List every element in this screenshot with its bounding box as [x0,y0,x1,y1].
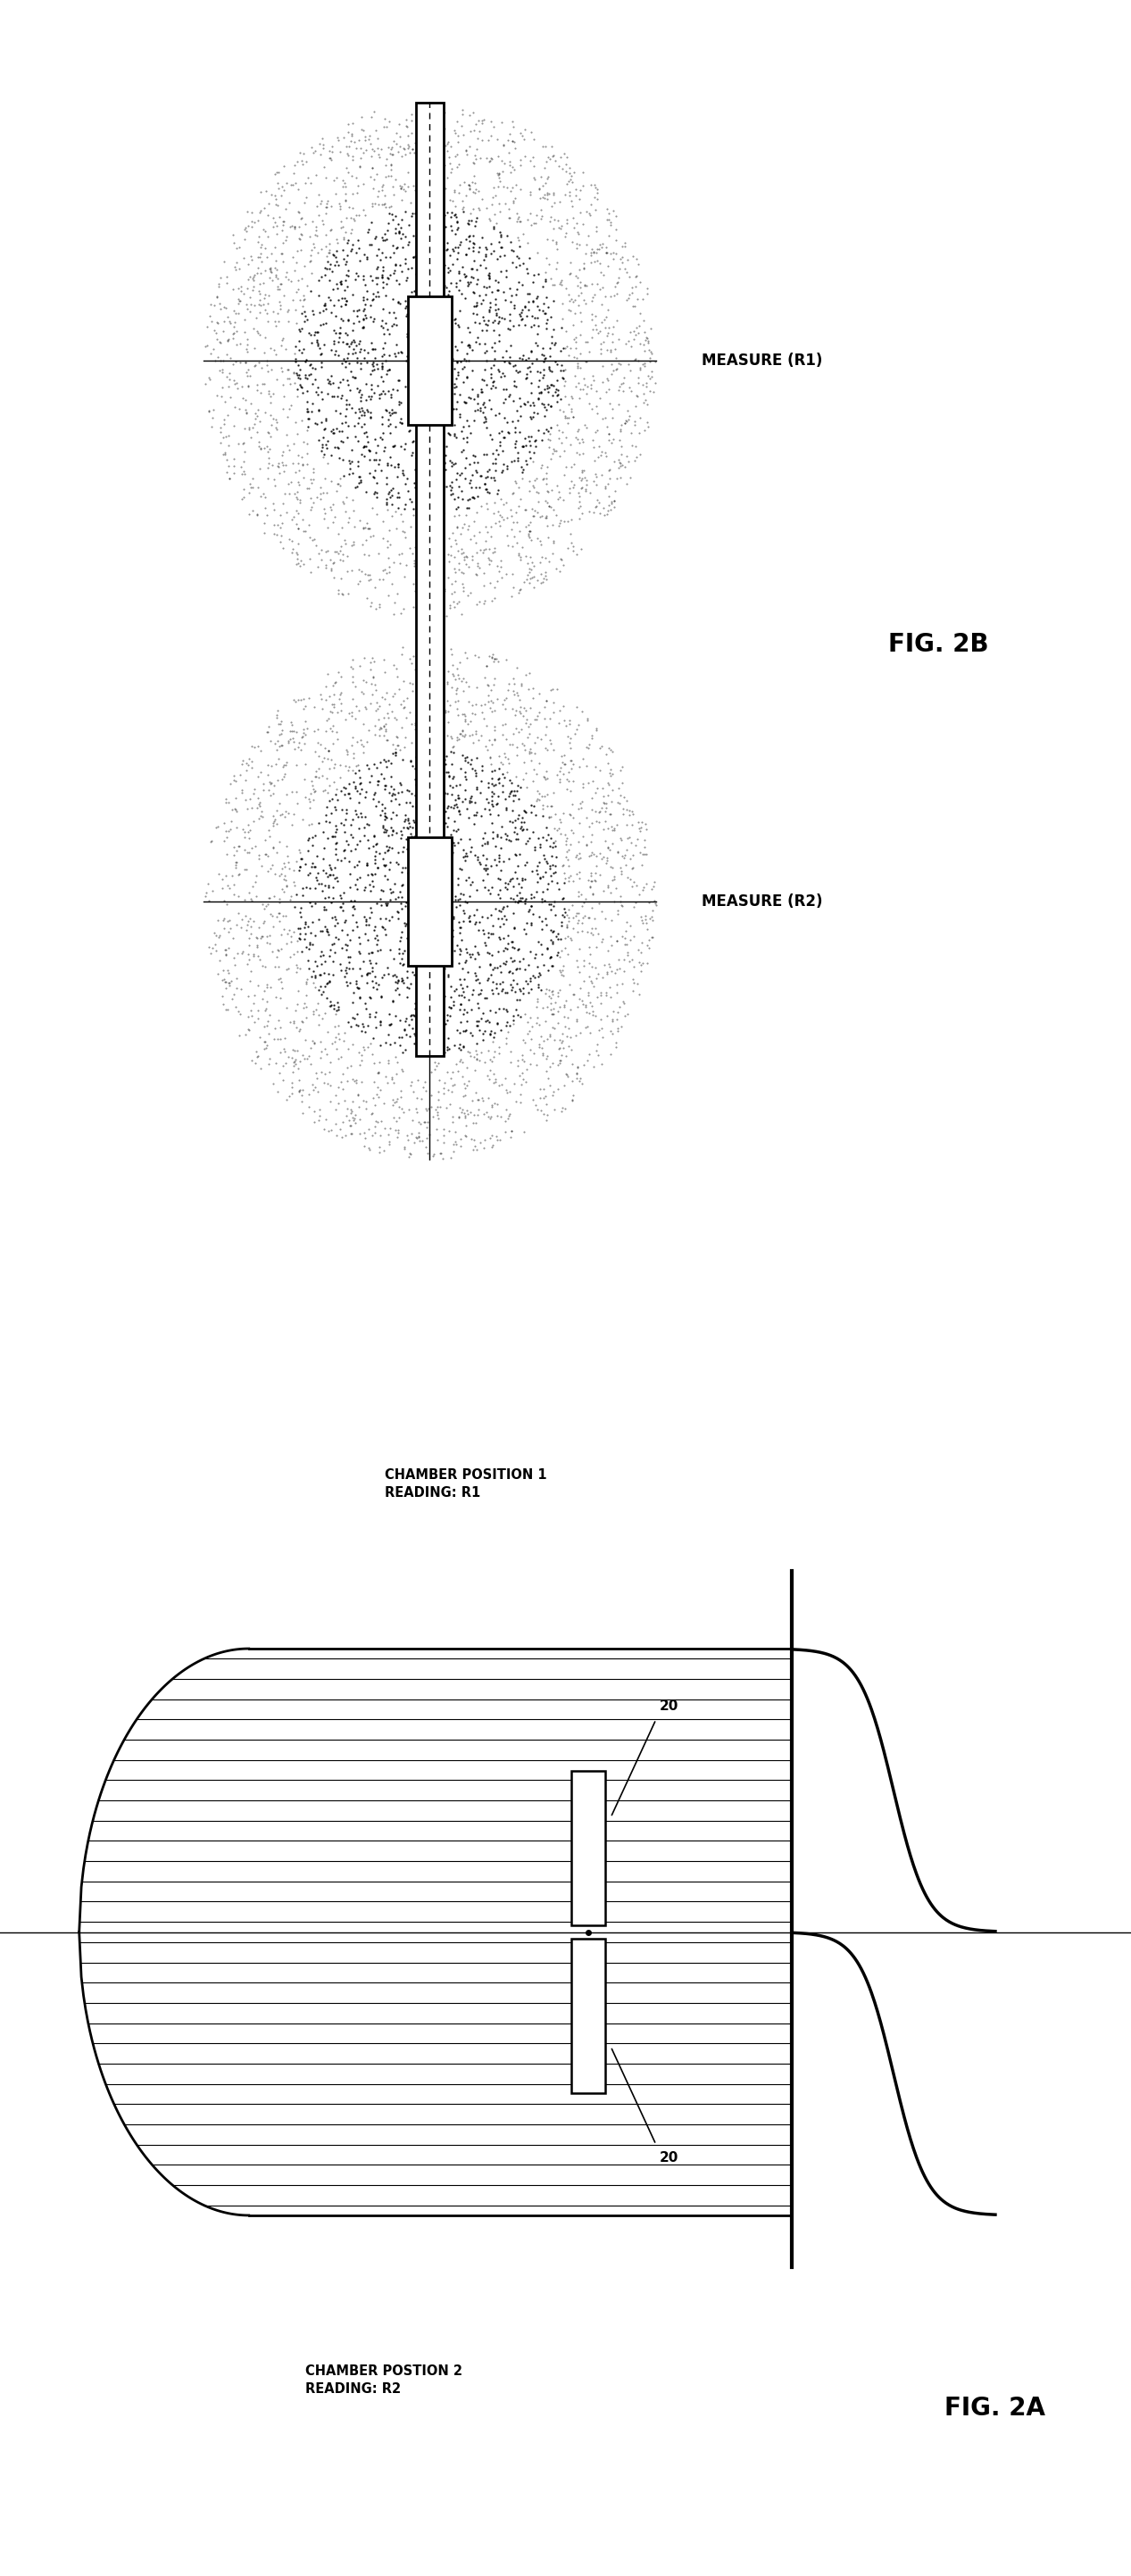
Bar [416,103,443,1056]
Text: FIG. 2A: FIG. 2A [944,2396,1046,2421]
Text: CHAMBER POSITION 1
READING: R1: CHAMBER POSITION 1 READING: R1 [385,1468,546,1499]
Text: CHAMBER POSTION 2
READING: R2: CHAMBER POSTION 2 READING: R2 [305,2365,463,2396]
Bar [408,837,451,966]
Text: 20: 20 [659,2151,679,2164]
Bar [571,1772,605,1927]
Bar [571,1937,605,2092]
Text: MEASURE (R2): MEASURE (R2) [701,894,822,909]
Text: MEASURE (R1): MEASURE (R1) [701,353,822,368]
Bar [408,296,451,425]
Text: 20: 20 [659,1700,679,1713]
Text: FIG. 2B: FIG. 2B [889,631,988,657]
